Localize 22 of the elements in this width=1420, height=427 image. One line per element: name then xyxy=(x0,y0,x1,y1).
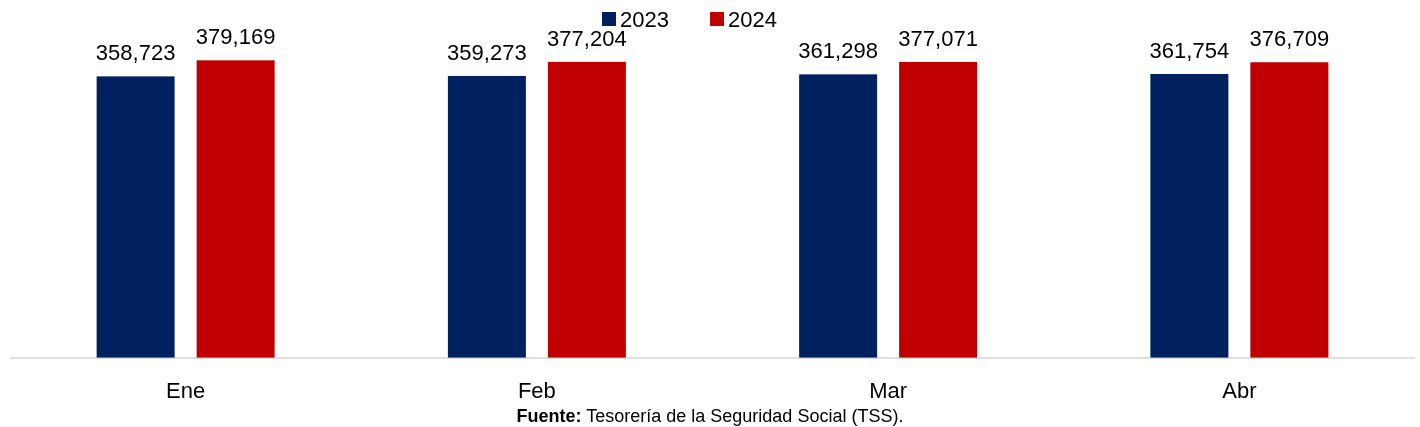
data-label: 361,754 xyxy=(1149,37,1230,63)
source-note: Fuente: Tesorería de la Seguridad Social (TSS). xyxy=(516,406,904,426)
legend-label: 2024 xyxy=(728,7,777,32)
x-tick-label: Mar xyxy=(869,378,908,403)
x-tick-label: Abr xyxy=(1222,378,1257,403)
bar xyxy=(799,74,878,358)
legend-label: 2023 xyxy=(620,7,669,32)
bar xyxy=(1250,62,1329,358)
x-tick-label: Feb xyxy=(517,378,556,403)
data-label: 379,169 xyxy=(195,24,276,50)
bar xyxy=(447,75,526,358)
bar xyxy=(899,61,978,358)
data-label: 376,709 xyxy=(1249,26,1330,52)
data-label: 358,723 xyxy=(95,40,176,66)
bar xyxy=(547,61,626,358)
x-tick-label: Ene xyxy=(166,378,206,403)
bar xyxy=(96,76,175,358)
data-label: 361,298 xyxy=(798,38,878,64)
data-label: 359,273 xyxy=(447,39,527,65)
bar xyxy=(196,60,275,358)
data-label: 377,071 xyxy=(898,25,978,51)
bar xyxy=(1150,73,1229,358)
